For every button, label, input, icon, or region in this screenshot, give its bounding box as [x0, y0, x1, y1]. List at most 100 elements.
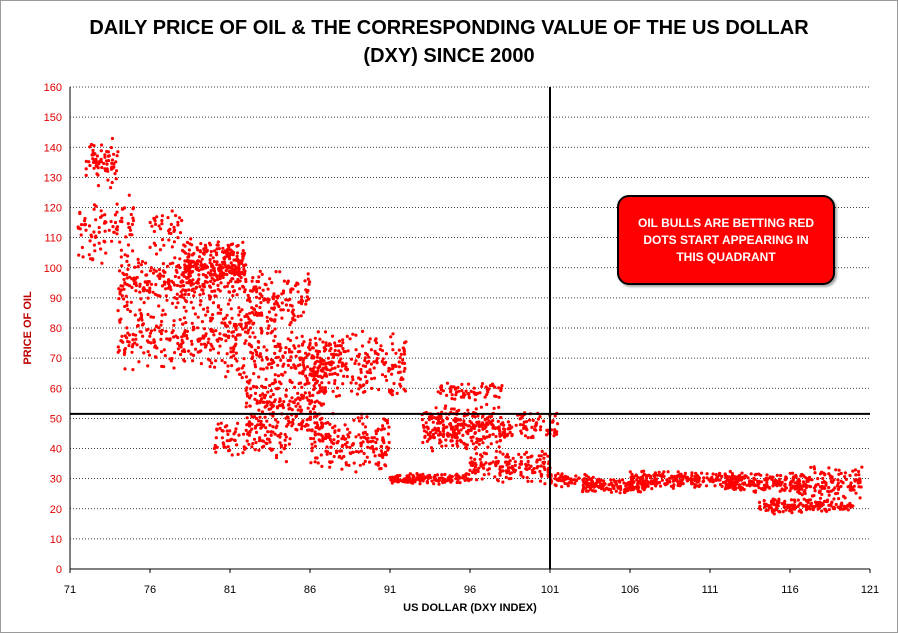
data-point	[470, 470, 475, 474]
data-point	[360, 329, 365, 333]
data-point	[362, 383, 366, 387]
data-point	[119, 248, 123, 252]
data-point	[229, 261, 233, 265]
data-point	[757, 472, 761, 476]
data-point	[190, 253, 194, 257]
data-point	[230, 266, 234, 270]
data-point	[325, 452, 329, 456]
data-point	[230, 453, 234, 457]
data-point	[92, 243, 96, 247]
data-point	[542, 462, 546, 466]
data-point	[280, 301, 284, 305]
data-point	[92, 166, 96, 170]
data-point	[445, 393, 449, 397]
data-point	[357, 362, 361, 366]
data-point	[118, 320, 122, 324]
data-point	[830, 475, 834, 479]
data-point	[240, 366, 244, 370]
data-point	[801, 504, 806, 508]
data-point	[363, 435, 367, 440]
data-point	[182, 334, 186, 338]
data-point	[242, 364, 246, 368]
data-point	[223, 361, 227, 365]
data-point	[394, 351, 398, 355]
data-point	[679, 475, 683, 479]
data-point	[525, 464, 529, 468]
data-point	[827, 503, 831, 507]
data-point	[187, 281, 191, 285]
data-point	[381, 436, 385, 440]
data-point	[283, 351, 287, 355]
data-point	[849, 505, 853, 509]
data-point	[341, 338, 345, 342]
data-point	[328, 349, 332, 353]
data-point	[257, 419, 261, 423]
data-point	[783, 488, 787, 492]
data-point	[365, 381, 369, 385]
data-point	[244, 375, 248, 379]
data-point	[309, 436, 313, 441]
data-point	[354, 470, 358, 474]
data-point	[282, 279, 286, 283]
data-point	[237, 267, 241, 271]
data-point	[92, 159, 96, 163]
data-point	[530, 425, 534, 429]
data-point	[209, 318, 213, 322]
data-point	[820, 501, 824, 505]
data-point	[145, 289, 149, 293]
data-point	[208, 358, 212, 362]
data-point	[344, 437, 348, 441]
y-tick-label: 0	[56, 564, 62, 576]
data-point	[404, 340, 408, 344]
data-point	[718, 478, 722, 482]
data-point	[324, 362, 328, 366]
data-point	[501, 452, 505, 456]
data-point	[120, 294, 124, 298]
data-point	[210, 289, 214, 293]
data-point	[439, 420, 443, 425]
data-point	[288, 406, 292, 410]
data-point	[535, 465, 540, 469]
data-point	[114, 169, 119, 173]
data-point	[790, 510, 794, 515]
data-point	[857, 473, 861, 477]
data-point	[119, 317, 123, 321]
data-point	[299, 314, 303, 318]
data-point	[734, 480, 738, 484]
data-point	[311, 393, 315, 397]
data-point	[263, 415, 267, 419]
data-point	[251, 276, 255, 280]
data-point	[511, 468, 516, 472]
data-point	[429, 435, 433, 439]
data-point	[160, 214, 164, 218]
data-point	[186, 269, 190, 273]
data-point	[157, 268, 162, 272]
data-point	[373, 454, 377, 458]
data-point	[280, 372, 284, 376]
data-point	[126, 307, 130, 311]
data-point	[301, 360, 305, 364]
data-point	[636, 486, 640, 491]
data-point	[308, 372, 313, 376]
data-point	[109, 146, 113, 150]
data-point	[220, 436, 224, 440]
data-point	[774, 480, 778, 484]
data-point	[245, 392, 249, 396]
data-point	[324, 365, 328, 369]
data-point	[727, 482, 731, 486]
data-point	[296, 350, 300, 354]
data-point	[296, 396, 300, 400]
data-point	[321, 362, 325, 366]
data-point	[226, 364, 230, 368]
data-point	[145, 339, 150, 343]
data-point	[284, 388, 288, 392]
data-point	[387, 440, 391, 445]
data-point	[169, 222, 173, 226]
data-point	[314, 349, 318, 353]
data-point	[209, 249, 213, 254]
data-point	[430, 449, 435, 453]
data-point	[207, 241, 212, 245]
data-point	[517, 452, 521, 456]
data-point	[91, 157, 95, 161]
data-point	[100, 143, 104, 147]
